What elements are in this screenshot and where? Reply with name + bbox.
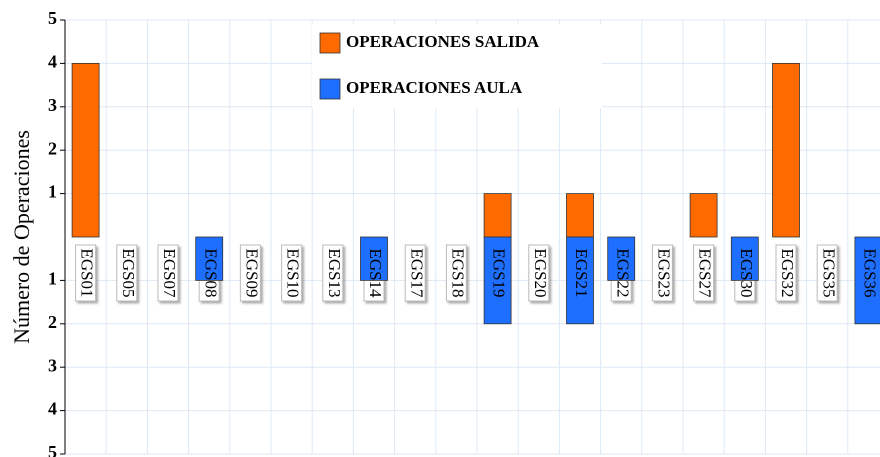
bar bbox=[772, 63, 800, 238]
category-box bbox=[239, 244, 261, 302]
x-tick-label: EGS01 bbox=[78, 248, 97, 297]
y-tick-label: 1 bbox=[48, 269, 57, 289]
x-tick-label: EGS08 bbox=[201, 248, 220, 297]
y-axis-label: Número de Operaciones bbox=[9, 130, 34, 344]
category-box bbox=[693, 244, 715, 302]
bar bbox=[195, 236, 224, 281]
y-tick-label: 3 bbox=[48, 95, 57, 115]
category-box bbox=[651, 244, 673, 302]
x-tick-label: EGS09 bbox=[242, 248, 261, 297]
bar bbox=[730, 236, 759, 281]
category-box bbox=[445, 244, 467, 302]
x-tick-label: EGS32 bbox=[778, 248, 797, 297]
category-labels: EGS01 EGS05 EGS07 EGS08 EGS09 EGS10 EGS13 EGS14… bbox=[78, 248, 880, 298]
x-tick-label: EGS19 bbox=[490, 248, 509, 297]
legend: OPERACIONES SALIDA OPERACIONES AULA bbox=[312, 24, 602, 108]
x-tick-label: EGS05 bbox=[119, 248, 138, 297]
y-axis: 5 4 3 2 1 1 2 3 4 5 bbox=[48, 8, 66, 457]
x-tick-label: EGS13 bbox=[325, 248, 344, 297]
x-tick-label: EGS22 bbox=[613, 248, 632, 297]
y-tick-label: 3 bbox=[48, 355, 57, 375]
bars bbox=[71, 63, 880, 325]
bar bbox=[483, 193, 512, 238]
bar bbox=[689, 193, 718, 238]
category-box bbox=[157, 244, 179, 302]
y-tick-label: 1 bbox=[48, 182, 57, 202]
category-box bbox=[816, 244, 838, 302]
category-box bbox=[322, 244, 344, 302]
x-tick-label: EGS36 bbox=[860, 248, 879, 297]
x-tick-label: EGS14 bbox=[366, 248, 385, 298]
bar bbox=[566, 193, 594, 238]
y-tick-label: 5 bbox=[48, 442, 57, 457]
x-tick-label: EGS30 bbox=[737, 248, 756, 297]
y-tick-label: 5 bbox=[48, 8, 57, 28]
category-box bbox=[75, 244, 97, 302]
bar bbox=[71, 63, 100, 238]
bar bbox=[360, 236, 388, 281]
x-tick-label: EGS07 bbox=[160, 248, 179, 298]
bar bbox=[607, 236, 636, 281]
x-tick-label: EGS27 bbox=[696, 248, 715, 298]
x-tick-label: EGS18 bbox=[448, 248, 467, 297]
category-box bbox=[116, 244, 138, 302]
y-tick-label: 4 bbox=[48, 52, 57, 72]
legend-swatch bbox=[319, 78, 341, 100]
bar bbox=[566, 236, 594, 325]
x-tick-label: EGS10 bbox=[284, 248, 303, 297]
legend-swatch bbox=[319, 32, 341, 54]
bar bbox=[483, 236, 512, 325]
legend-box bbox=[312, 24, 602, 108]
category-box bbox=[281, 244, 303, 302]
y-tick-label: 2 bbox=[48, 312, 57, 332]
x-tick-label: EGS17 bbox=[407, 248, 426, 298]
x-tick-label: EGS21 bbox=[572, 248, 591, 297]
legend-label: OPERACIONES AULA bbox=[346, 78, 523, 97]
category-box bbox=[404, 244, 426, 302]
x-tick-label: EGS35 bbox=[819, 248, 838, 297]
legend-label: OPERACIONES SALIDA bbox=[346, 32, 540, 51]
category-box bbox=[528, 244, 550, 302]
y-tick-label: 2 bbox=[48, 138, 57, 158]
category-box bbox=[775, 244, 797, 302]
y-tick-label: 4 bbox=[48, 399, 57, 419]
x-tick-label: EGS20 bbox=[531, 248, 550, 297]
x-tick-label: EGS23 bbox=[654, 248, 673, 297]
bar bbox=[854, 236, 880, 325]
